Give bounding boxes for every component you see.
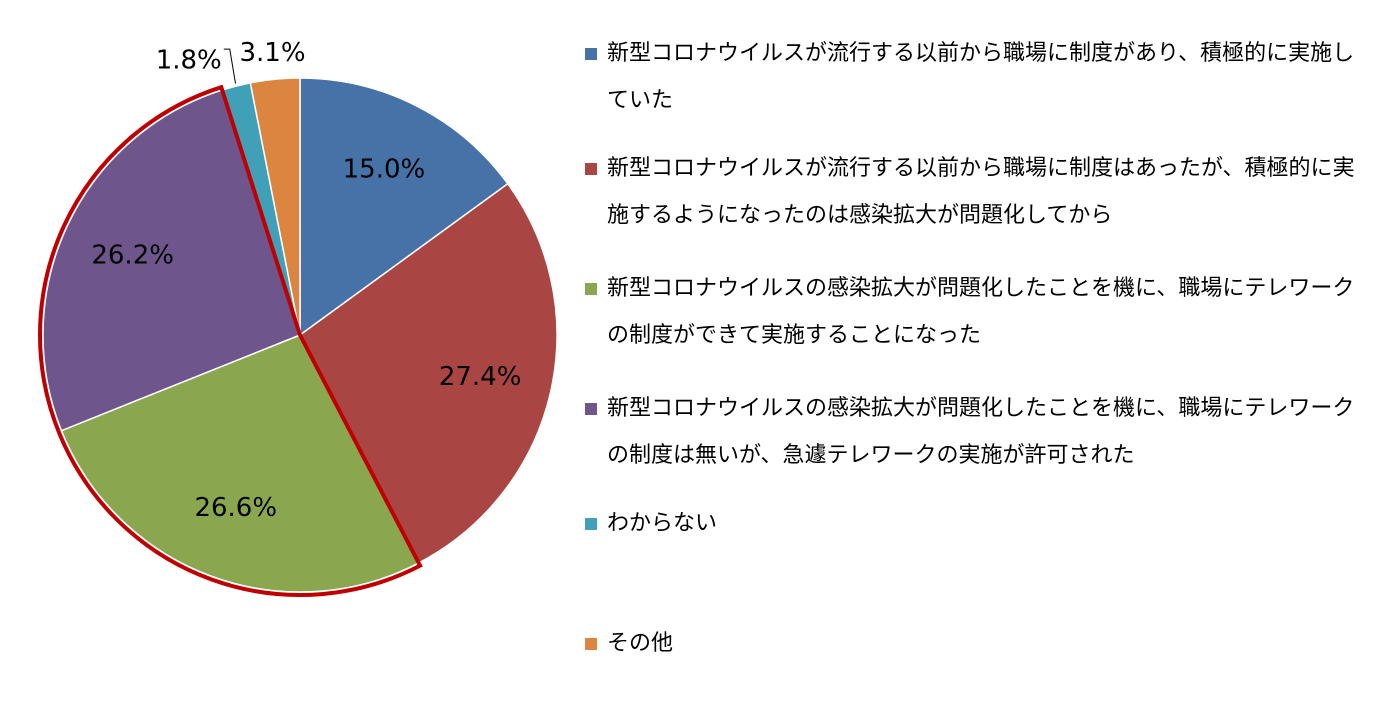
legend-label: 新型コロナウイルスが流行する以前から職場に制度があり、積極的に実施していた [607, 41, 1355, 113]
chart: 15.0% 27.4% 26.6% 26.2% 1.8% 3.1% [38, 38, 558, 597]
leader-line [223, 48, 237, 84]
legend-item: その他 [585, 620, 1360, 667]
data-label: 27.4% [439, 362, 522, 392]
legend-item: 新型コロナウイルスの感染拡大が問題化したことを機に、職場にテレワークの制度ができ… [585, 265, 1360, 359]
legend-item: 新型コロナウイルスの感染拡大が問題化したことを機に、職場にテレワークの制度は無い… [585, 385, 1360, 479]
legend-label: 新型コロナウイルスの感染拡大が問題化したことを機に、職場にテレワークの制度ができ… [607, 276, 1355, 348]
data-label: 15.0% [343, 155, 426, 185]
data-label: 1.8% [156, 46, 222, 76]
legend-label: その他 [607, 631, 674, 656]
legend-swatch [585, 638, 597, 650]
data-label: 26.2% [91, 241, 174, 271]
pie-slice [60, 334, 420, 593]
legend-swatch [585, 403, 597, 415]
highlight-outline [38, 84, 423, 597]
legend-label: 新型コロナウイルスが流行する以前から職場に制度はあったが、積極的に実施するように… [607, 156, 1355, 228]
legend-item: 新型コロナウイルスが流行する以前から職場に制度はあったが、積極的に実施するように… [585, 145, 1360, 239]
legend-item: 新型コロナウイルスが流行する以前から職場に制度があり、積極的に実施していた [585, 30, 1360, 124]
pie-slice [299, 182, 558, 564]
pie-slice [299, 77, 509, 337]
data-label: 26.6% [194, 493, 277, 523]
legend-item: わからない [585, 500, 1360, 547]
legend-swatch [585, 518, 597, 530]
legend-swatch [585, 48, 597, 60]
legend-swatch [585, 283, 597, 295]
legend-label: わからない [607, 511, 718, 536]
legend-swatch [585, 163, 597, 175]
pie-slice [42, 89, 301, 432]
data-label: 3.1% [240, 38, 306, 68]
pie-slice [249, 77, 301, 336]
legend-label: 新型コロナウイルスの感染拡大が問題化したことを機に、職場にテレワークの制度は無い… [607, 396, 1355, 468]
